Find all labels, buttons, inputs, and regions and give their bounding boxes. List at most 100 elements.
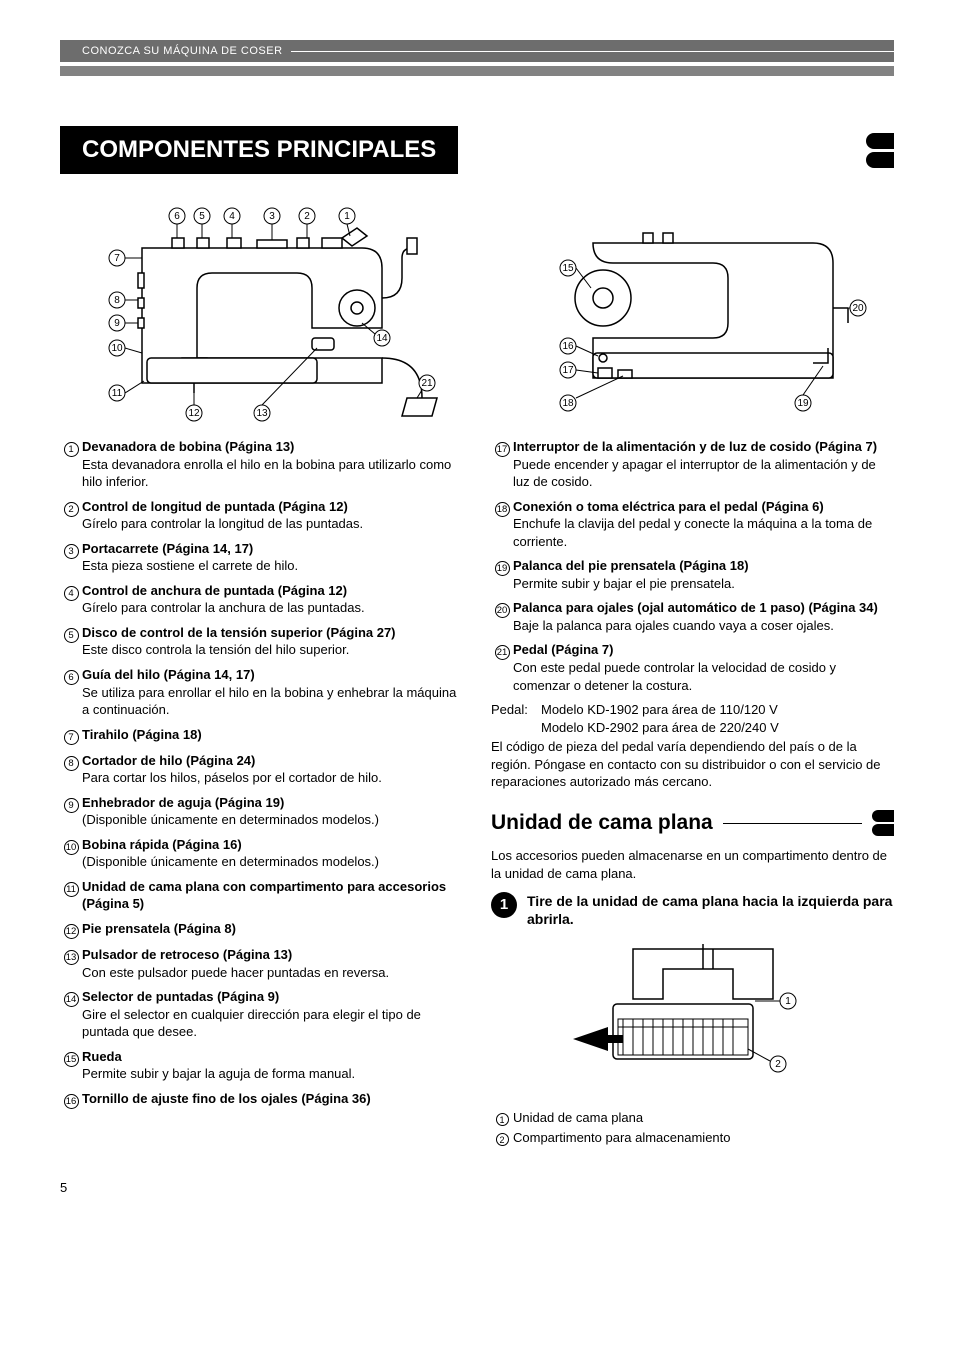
item-number: 3 [64,544,79,559]
component-item: 18Conexión o toma eléctrica para el peda… [491,498,894,551]
svg-text:16: 16 [562,341,574,352]
item-number: 10 [64,840,79,855]
item-number: 13 [64,950,79,965]
item-description: Permite subir y bajar la aguja de forma … [82,1066,355,1081]
item-title: Bobina rápida (Página 16) [82,837,242,852]
tab-icon [872,810,894,822]
component-item: 1Devanadora de bobina (Página 13)Esta de… [60,438,463,491]
svg-text:6: 6 [174,211,180,222]
back-diagram: 15 16 17 18 19 20 [491,198,894,428]
item-title: Interruptor de la alimentación y de luz … [513,439,877,454]
svg-text:14: 14 [376,333,388,344]
component-item: 5Disco de control de la tensión superior… [60,624,463,659]
item-number: 14 [64,992,79,1007]
item-title: Portacarrete (Página 14, 17) [82,541,253,556]
pedal-model-2: Modelo KD-2902 para área de 220/240 V [541,719,779,737]
item-title: Selector de puntadas (Página 9) [82,989,279,1004]
component-item: 6Guía del hilo (Página 14, 17)Se utiliza… [60,666,463,719]
item-title: Pulsador de retroceso (Página 13) [82,947,292,962]
item-description: (Disponible únicamente en determinados m… [82,812,379,827]
svg-text:18: 18 [562,398,574,409]
item-title: Enhebrador de aguja (Página 19) [82,795,284,810]
item-number: 2 [64,502,79,517]
item-number: 15 [64,1052,79,1067]
section-header-text: CONOZCA SU MÁQUINA DE COSER [82,45,283,57]
svg-text:1: 1 [344,211,350,222]
item-title: Conexión o toma eléctrica para el pedal … [513,499,824,514]
item-title: Tornillo de ajuste fino de los ojales (P… [82,1091,371,1106]
svg-text:9: 9 [114,318,120,329]
svg-text:20: 20 [852,303,864,314]
item-description: Este disco controla la tensión del hilo … [82,642,349,657]
svg-text:17: 17 [562,365,574,376]
item-description: Gírelo para controlar la anchura de las … [82,600,365,615]
svg-text:21: 21 [421,378,433,389]
item-title: Rueda [82,1049,122,1064]
component-item: 21Pedal (Página 7) Con este pedal puede c… [491,641,894,694]
svg-text:1: 1 [785,996,791,1007]
left-item-list: 1Devanadora de bobina (Página 13)Esta de… [60,438,463,1109]
svg-text:12: 12 [188,408,200,419]
item-title: Palanca para ojales (ojal automático de … [513,600,878,615]
subsection-title: Unidad de cama plana [491,809,713,837]
front-diagram: 6 5 4 3 2 1 7 8 9 [60,198,463,428]
pedal-model-1: Modelo KD-1902 para área de 110/120 V [541,701,778,719]
legend-text: Unidad de cama plana [513,1109,894,1128]
item-title: Pie prensatela (Página 8) [82,921,236,936]
legend-text: Compartimento para almacenamiento [513,1129,894,1148]
item-number: 20 [495,603,510,618]
flat-bed-diagram: 12 [491,939,894,1099]
component-item: 14Selector de puntadas (Página 9)Gire el… [60,988,463,1041]
item-description: (Disponible únicamente en determinados m… [82,854,379,869]
item-number: 12 [64,924,79,939]
component-item: 2Control de longitud de puntada (Página … [60,498,463,533]
svg-text:10: 10 [111,343,123,354]
item-title: Pedal (Página 7) [513,642,613,657]
item-number: 5 [64,628,79,643]
pedal-note: El código de pieza del pedal varía depen… [491,738,894,791]
item-description: Con este pedal puede controlar la veloci… [513,660,836,693]
svg-text:19: 19 [797,398,809,409]
item-title: Cortador de hilo (Página 24) [82,753,255,768]
item-number: 17 [495,442,510,457]
svg-text:2: 2 [304,211,310,222]
item-title: Guía del hilo (Página 14, 17) [82,667,255,682]
flat-bed-legend: 1 Unidad de cama plana2Compartimento para… [491,1109,894,1148]
right-column: 15 16 17 18 19 20 17Interruptor de la al… [491,198,894,1150]
svg-text:8: 8 [114,295,120,306]
item-number: 8 [64,756,79,771]
item-description: Con este pulsador puede hacer puntadas e… [82,965,389,980]
subsection-intro: Los accesorios pueden almacenarse en un … [491,847,894,882]
svg-text:7: 7 [114,253,120,264]
right-item-list: 17Interruptor de la alimentación y de lu… [491,438,894,694]
pedal-info: Pedal:Modelo KD-1902 para área de 110/12… [491,701,894,791]
item-title: Disco de control de la tensión superior … [82,625,396,640]
main-title-row: COMPONENTES PRINCIPALES [60,126,894,174]
item-number: 11 [64,882,79,897]
legend-item: 2Compartimento para almacenamiento [491,1129,894,1148]
step-number: 1 [491,892,517,918]
tab-icon [872,824,894,836]
item-title: Control de longitud de puntada (Página 1… [82,499,348,514]
component-item: 12Pie prensatela (Página 8) [60,920,463,939]
component-item: 10Bobina rápida (Página 16) (Disponible ú… [60,836,463,871]
component-item: 19Palanca del pie prensatela (Página 18)… [491,557,894,592]
component-item: 17Interruptor de la alimentación y de lu… [491,438,894,491]
tab-icon [866,152,894,168]
item-description: Puede encender y apagar el interruptor d… [513,457,876,490]
component-item: 3Portacarrete (Página 14, 17)Esta pieza … [60,540,463,575]
item-number: 21 [495,645,510,660]
component-item: 4Control de anchura de puntada (Página 1… [60,582,463,617]
item-description: Gírelo para controlar la longitud de las… [82,516,363,531]
step-text: Tire de la unidad de cama plana hacia la… [527,892,894,928]
pedal-label: Pedal: [491,701,541,719]
svg-text:2: 2 [775,1059,781,1070]
legend-number: 1 [496,1113,509,1126]
item-description: Permite subir y bajar el pie prensatela. [513,576,735,591]
section-header: CONOZCA SU MÁQUINA DE COSER [60,40,894,62]
svg-text:3: 3 [269,211,275,222]
item-number: 1 [64,442,79,457]
item-title: Control de anchura de puntada (Página 12… [82,583,347,598]
item-title: Palanca del pie prensatela (Página 18) [513,558,749,573]
item-description: Baje la palanca para ojales cuando vaya … [513,618,834,633]
